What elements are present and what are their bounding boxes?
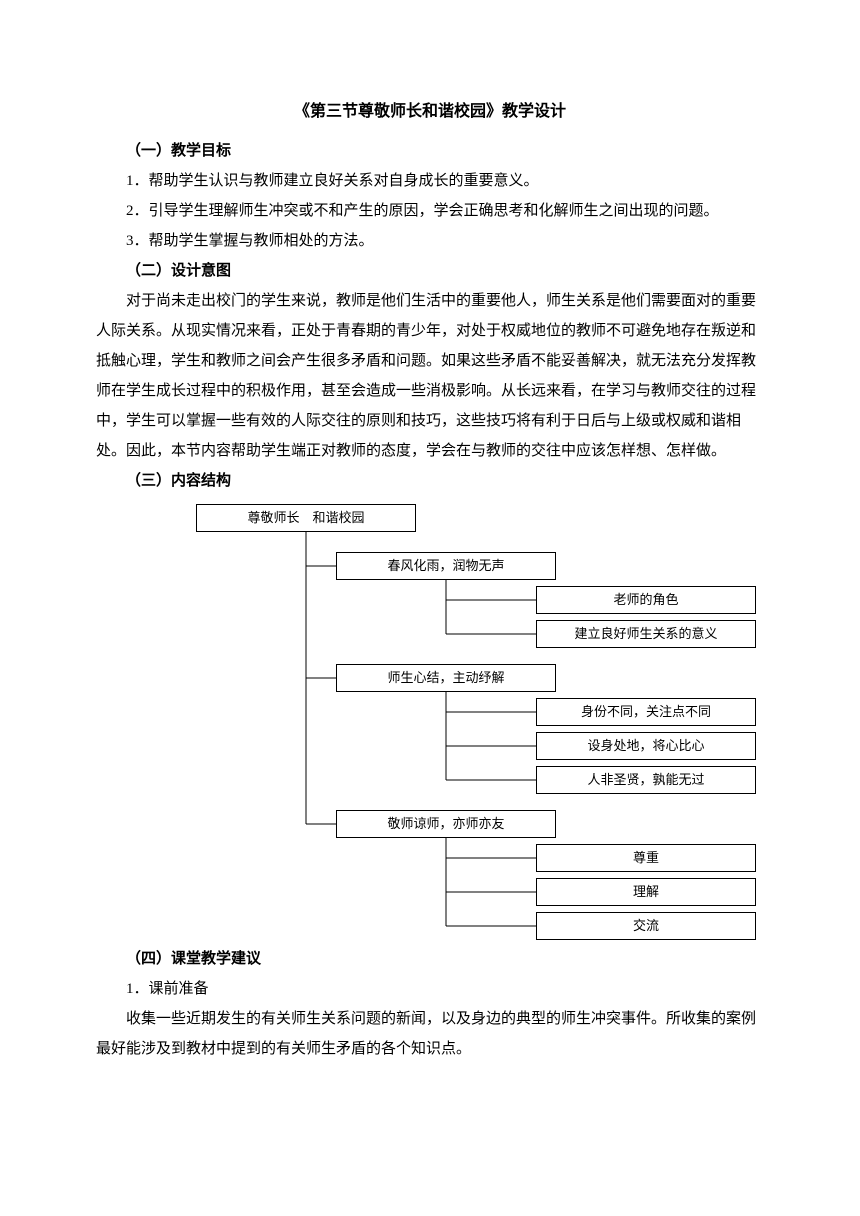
s2-heading: （二）设计意图 (96, 256, 764, 286)
diagram-branch2-node: 师生心结，主动纾解 (336, 664, 556, 692)
diagram-branch3-node: 敬师谅师，亦师亦友 (336, 810, 556, 838)
s3-heading: （三）内容结构 (96, 466, 764, 496)
diagram-branch1-node: 春风化雨，润物无声 (336, 552, 556, 580)
s4-p2: 收集一些近期发生的有关师生关系问题的新闻，以及身边的典型的师生冲突事件。所收集的… (96, 1004, 764, 1064)
s4-heading: （四）课堂教学建议 (96, 944, 764, 974)
diagram-branch2-child1: 身份不同，关注点不同 (536, 698, 756, 726)
s1-p3: 3．帮助学生掌握与教师相处的方法。 (96, 226, 764, 256)
diagram-root-node: 尊敬师长 和谐校园 (196, 504, 416, 532)
diagram-branch3-child2: 理解 (536, 878, 756, 906)
diagram-branch2-child2: 设身处地，将心比心 (536, 732, 756, 760)
diagram-branch2-child3: 人非圣贤，孰能无过 (536, 766, 756, 794)
diagram-branch3-child1: 尊重 (536, 844, 756, 872)
s2-p1: 对于尚未走出校门的学生来说，教师是他们生活中的重要他人，师生关系是他们需要面对的… (96, 286, 764, 466)
s1-p2: 2．引导学生理解师生冲突或不和产生的原因，学会正确思考和化解师生之间出现的问题。 (96, 196, 764, 226)
diagram-branch1-child2: 建立良好师生关系的意义 (536, 620, 756, 648)
diagram-branch1-child1: 老师的角色 (536, 586, 756, 614)
s1-heading: （一）教学目标 (96, 136, 764, 166)
s1-p1: 1．帮助学生认识与教师建立良好关系对自身成长的重要意义。 (96, 166, 764, 196)
diagram-branch3-child3: 交流 (536, 912, 756, 940)
s4-p1: 1．课前准备 (96, 974, 764, 1004)
content-structure-diagram: 尊敬师长 和谐校园 春风化雨，润物无声 老师的角色 建立良好师生关系的意义 师生… (136, 504, 776, 936)
page-title: 《第三节尊敬师长和谐校园》教学设计 (96, 96, 764, 128)
